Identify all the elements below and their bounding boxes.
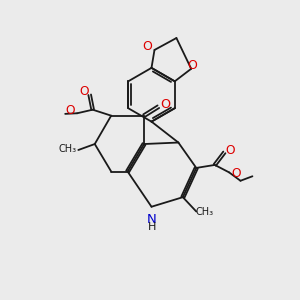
Text: O: O	[160, 98, 170, 111]
Text: O: O	[231, 167, 241, 180]
Text: O: O	[188, 59, 198, 72]
Text: N: N	[147, 213, 157, 226]
Text: H: H	[148, 222, 156, 232]
Text: CH₃: CH₃	[59, 144, 77, 154]
Text: CH₃: CH₃	[196, 207, 214, 217]
Text: O: O	[225, 144, 235, 158]
Text: O: O	[142, 40, 152, 53]
Text: O: O	[66, 104, 75, 117]
Text: O: O	[80, 85, 89, 98]
